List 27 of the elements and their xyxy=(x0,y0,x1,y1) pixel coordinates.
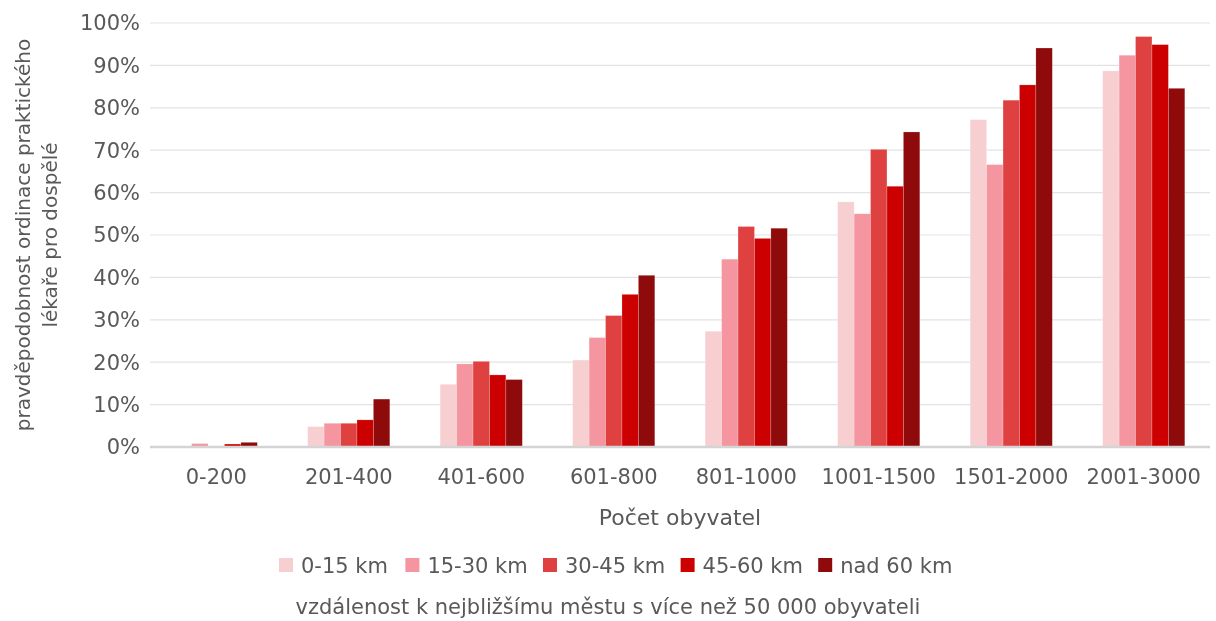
y-tick-label: 20% xyxy=(93,350,140,375)
y-tick-label: 0% xyxy=(106,435,140,460)
x-tick-label: 1001-1500 xyxy=(821,465,936,489)
y-tick-label: 50% xyxy=(93,223,140,248)
x-tick-label: 201-400 xyxy=(304,465,393,489)
y-tick-label: 70% xyxy=(93,138,140,163)
y-axis-title: pravděpodobnost ordinace praktického lékaře pro dospělé xyxy=(11,38,62,432)
legend-label: nad 60 km xyxy=(840,554,953,579)
x-tick-label: 401-600 xyxy=(437,465,526,489)
x-axis-title: Počet obyvatel xyxy=(598,505,762,530)
y-tick-label: 40% xyxy=(93,265,140,290)
x-tick-label: 0-200 xyxy=(185,465,247,489)
legend-label: 45-60 km xyxy=(702,554,803,579)
legend-label: 30-45 km xyxy=(565,554,666,579)
y-tick-label: 80% xyxy=(93,96,140,121)
y-tick-label: 30% xyxy=(93,308,140,333)
x-tick-label: 801-1000 xyxy=(695,465,797,489)
x-tick-label: 2001-3000 xyxy=(1086,465,1201,489)
y-tick-label: 100% xyxy=(79,11,140,36)
legend-label: 15-30 km xyxy=(427,554,528,579)
y-tick-label: 90% xyxy=(93,53,140,78)
legend-title: vzdálenost k nejbližšímu městu s více než 50 000 obyvateli xyxy=(295,595,921,619)
x-tick-label: 601-800 xyxy=(569,465,658,489)
x-tick-label: 1501-2000 xyxy=(954,465,1069,489)
y-tick-label: 60% xyxy=(93,180,140,205)
y-tick-label: 10% xyxy=(93,392,140,417)
legend-label: 0-15 km xyxy=(301,554,388,579)
